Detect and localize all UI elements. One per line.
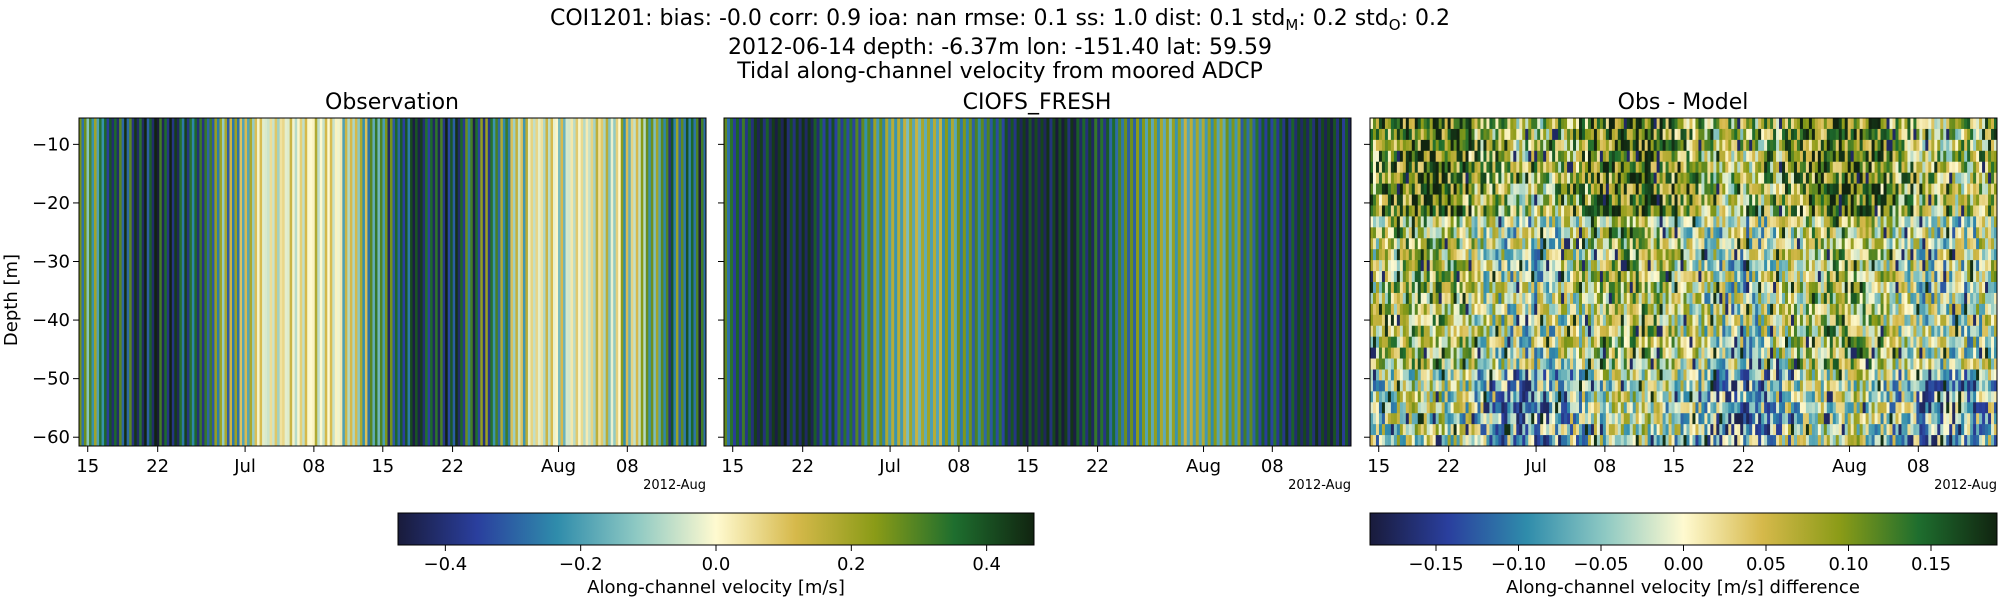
colorbar-tick-label: −0.4 xyxy=(424,554,468,575)
y-axis-label: Depth [m] xyxy=(1,254,22,346)
x-tick-label: 15 xyxy=(371,456,394,477)
x-tick-label: 08 xyxy=(302,456,325,477)
y-tick-label: −40 xyxy=(32,310,70,331)
x-tick-label: Jul xyxy=(233,456,256,477)
colorbar-tick-label: −0.05 xyxy=(1573,554,1628,575)
colorbar-difference: −0.15 −0.10 −0.05 0.00 0.05 0.10 0.15 Along-ch… xyxy=(1369,512,1998,598)
x-tick-label: 08 xyxy=(616,456,639,477)
x-tick-label: 08 xyxy=(947,456,970,477)
colorbar-ticks: −0.4 −0.2 0.0 0.2 0.4 xyxy=(424,545,1001,575)
x-tick-label: 15 xyxy=(1016,456,1039,477)
x-tick-label: 15 xyxy=(1367,456,1390,477)
colorbar-tick-label: 0.4 xyxy=(972,554,1001,575)
x-tick-label: 22 xyxy=(791,456,814,477)
colorbar-tick-label: −0.2 xyxy=(559,554,603,575)
x-tick-label: 22 xyxy=(146,456,169,477)
observation-heatmap xyxy=(79,118,707,446)
x-axis-ticks: 15 22 Jul 08 15 22 Aug 08 xyxy=(721,446,1284,477)
panel-title-observation: Observation xyxy=(325,90,459,115)
colorbar-velocity: −0.4 −0.2 0.0 0.2 0.4 Along-channel velocity… xyxy=(397,512,1035,598)
colorbar-tick-label: 0.15 xyxy=(1911,554,1951,575)
colorbar-label: Along-channel velocity [m/s] difference xyxy=(1506,577,1860,598)
x-tick-label: 22 xyxy=(441,456,464,477)
colorbar-gradient xyxy=(1369,512,1998,546)
colorbar-tick-label: 0.05 xyxy=(1746,554,1786,575)
x-tick-label: Jul xyxy=(1524,456,1547,477)
x-tick-label: 22 xyxy=(1437,456,1460,477)
x-tick-label: 08 xyxy=(1593,456,1616,477)
x-tick-label: Aug xyxy=(1832,456,1867,477)
x-tick-label: 15 xyxy=(1662,456,1685,477)
figure-title-line-3: Tidal along-channel velocity from moored… xyxy=(736,59,1263,84)
x-tick-label: Aug xyxy=(1186,456,1221,477)
figure-title-line-1: COI1201: bias: -0.0 corr: 0.9 ioa: nan r… xyxy=(550,6,1450,34)
colorbar-tick-label: 0.2 xyxy=(837,554,866,575)
colorbar-tick-label: −0.10 xyxy=(1491,554,1546,575)
model-heatmap xyxy=(724,118,1352,446)
figure-title-line-2: 2012-06-14 depth: -6.37m lon: -151.40 la… xyxy=(728,35,1272,60)
x-offset-label: 2012-Aug xyxy=(1288,478,1351,493)
panel-title-model: CIOFS_FRESH xyxy=(963,90,1112,115)
panel-model: 15 22 Jul 08 15 22 Aug 08 2012-Aug xyxy=(718,117,1352,493)
y-tick-label: −50 xyxy=(32,369,70,390)
panel-frame xyxy=(723,117,1352,447)
colorbar-tick-label: −0.15 xyxy=(1408,554,1463,575)
y-axis-ticks: −10 −20 −30 −40 −50 −60 xyxy=(32,134,79,448)
colorbar-tick-label: 0.00 xyxy=(1663,554,1703,575)
y-axis-ticks xyxy=(1364,143,1370,438)
panel-title-difference: Obs - Model xyxy=(1618,90,1749,115)
panel-difference: 15 22 Jul 08 15 22 Aug 08 2012-Aug xyxy=(1364,117,1998,493)
colorbar-gradient xyxy=(397,512,1035,546)
y-tick-label: −60 xyxy=(32,427,70,448)
panel-frame xyxy=(1369,117,1998,447)
x-axis-ticks: 15 22 Jul 08 15 22 Aug 08 xyxy=(1367,446,1930,477)
x-tick-label: 15 xyxy=(721,456,744,477)
x-offset-label: 2012-Aug xyxy=(643,478,706,493)
panel-observation: −10 −20 −30 −40 −50 −60 15 22 Jul 08 15 22 Aug 08 20… xyxy=(32,117,707,493)
x-tick-label: Aug xyxy=(541,456,576,477)
x-tick-label: 22 xyxy=(1732,456,1755,477)
x-offset-label: 2012-Aug xyxy=(1934,478,1997,493)
colorbar-tick-label: 0.10 xyxy=(1828,554,1868,575)
y-tick-label: −10 xyxy=(32,134,70,155)
y-axis-ticks xyxy=(718,143,724,438)
x-tick-label: 08 xyxy=(1907,456,1930,477)
y-tick-label: −20 xyxy=(32,193,70,214)
x-tick-label: Jul xyxy=(878,456,901,477)
y-tick-label: −30 xyxy=(32,252,70,273)
colorbar-label: Along-channel velocity [m/s] xyxy=(587,577,845,598)
colorbar-tick-label: 0.0 xyxy=(702,554,731,575)
colorbar-ticks: −0.15 −0.10 −0.05 0.00 0.05 0.10 0.15 xyxy=(1408,545,1951,575)
x-axis-ticks: 15 22 Jul 08 15 22 Aug 08 xyxy=(76,446,639,477)
x-tick-label: 22 xyxy=(1086,456,1109,477)
x-tick-label: 08 xyxy=(1261,456,1284,477)
difference-heatmap xyxy=(1370,118,1998,447)
x-tick-label: 15 xyxy=(76,456,99,477)
panel-frame xyxy=(78,117,707,447)
